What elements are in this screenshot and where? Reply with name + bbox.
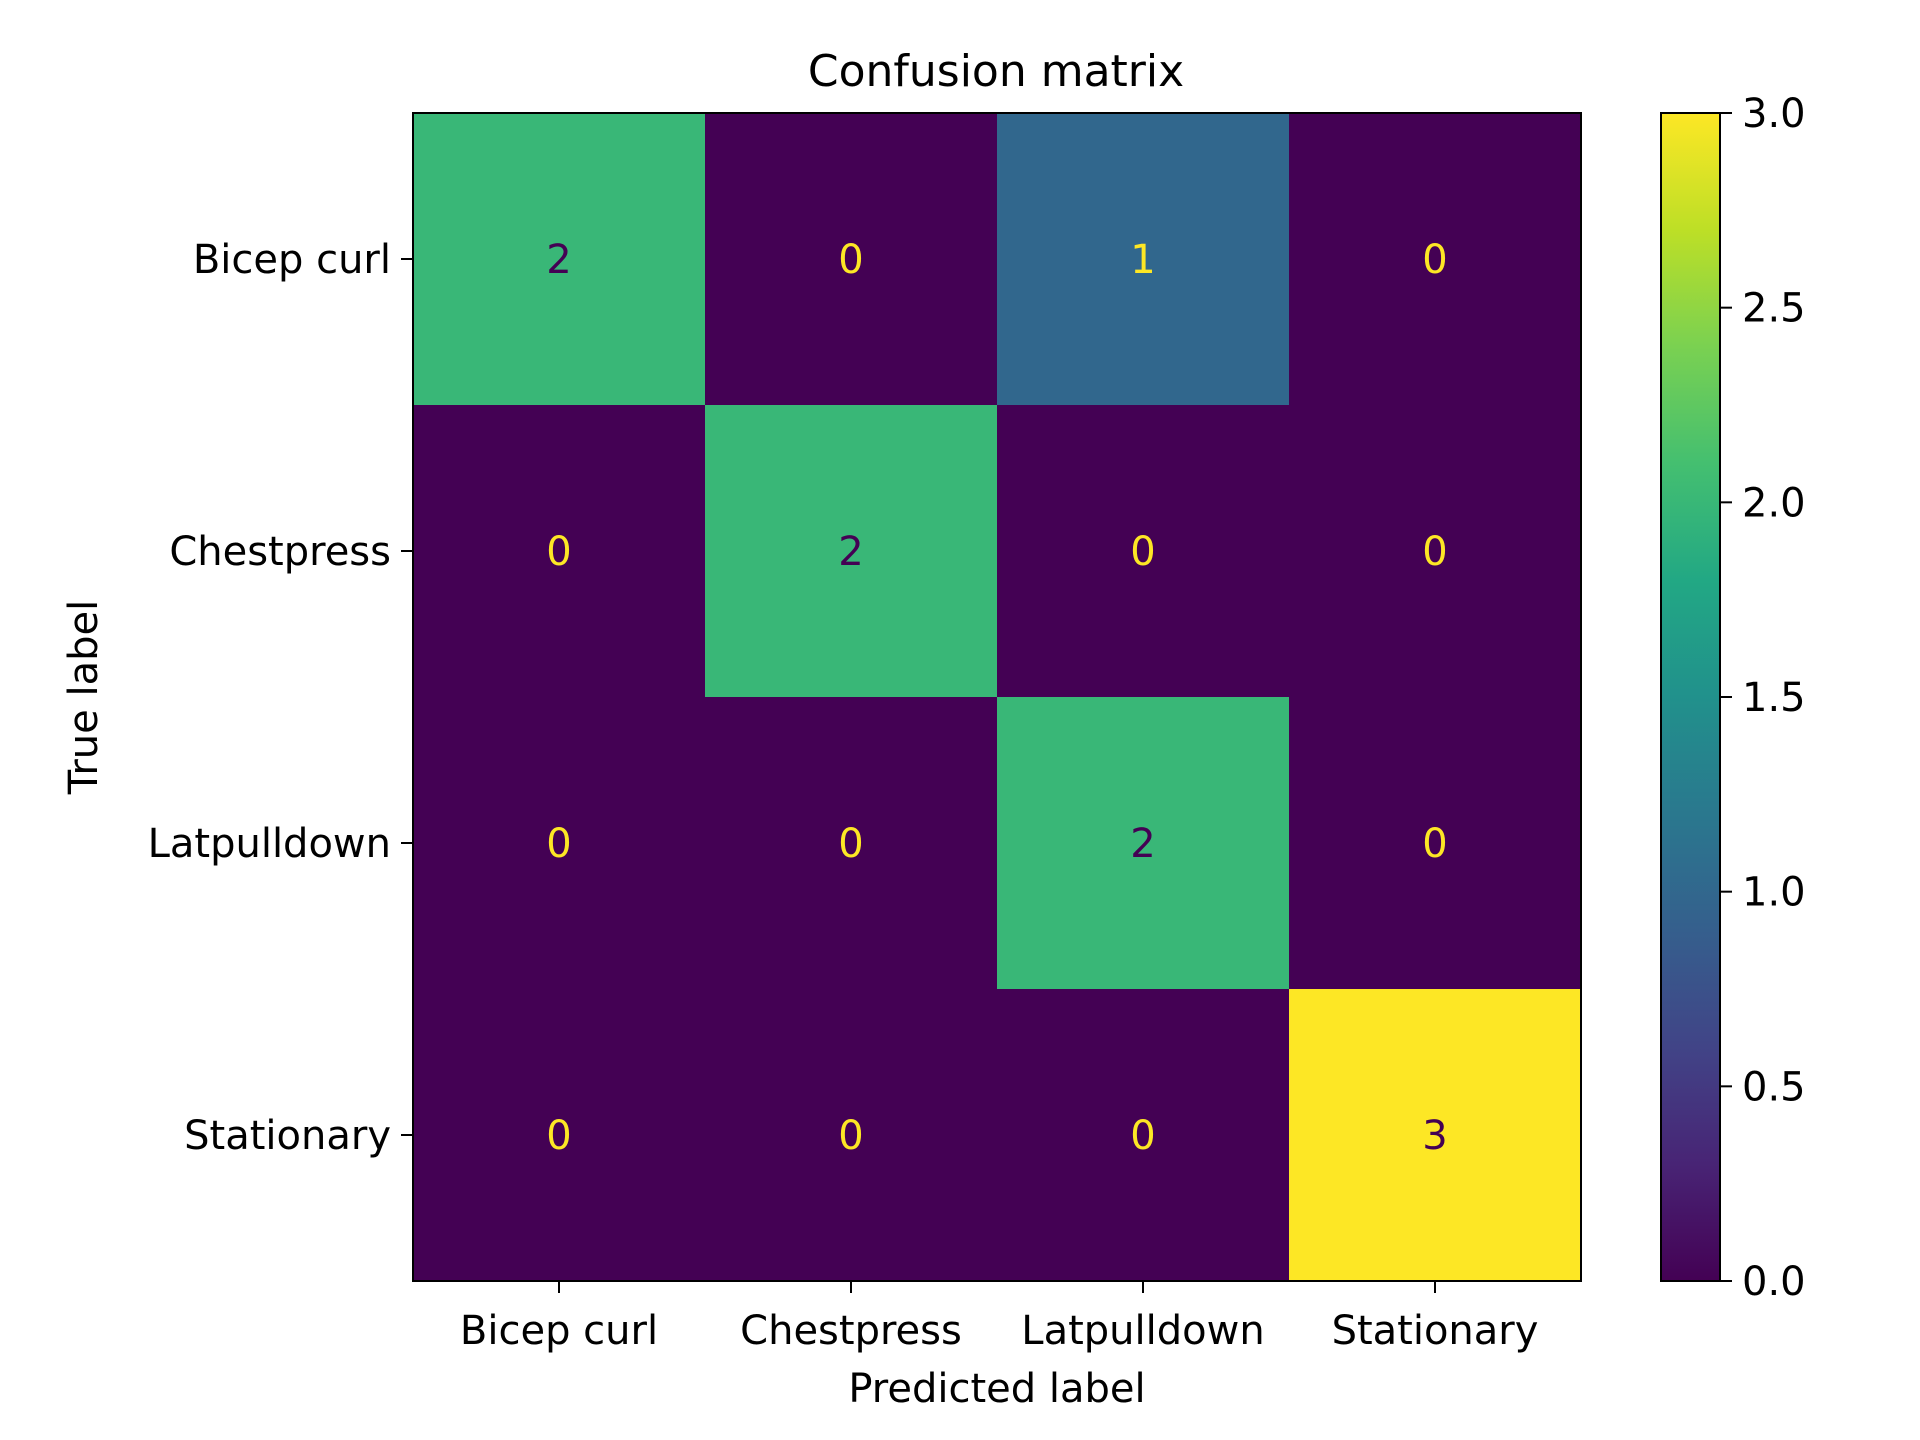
x-tick-label: Chestpress [740,1308,962,1354]
y-tick-label: Chestpress [169,529,391,575]
x-axis-label: Predicted label [848,1366,1145,1412]
colorbar-tick-label: 3.0 [1742,91,1806,137]
heatmap-cell [413,405,706,698]
x-tick-label: Stationary [1332,1308,1539,1354]
heatmap-cell [705,405,998,698]
cell-value-label: 2 [838,529,863,575]
heatmap-cell [997,113,1290,406]
cell-value-label: 0 [838,821,863,867]
heatmap-cell [705,989,998,1282]
x-tick-label: Bicep curl [460,1308,658,1354]
colorbar-tick-label: 1.0 [1742,870,1806,916]
colorbar-ticks: 0.0 0.5 1.0 1.5 2.0 2.5 3.0 [1720,91,1806,1305]
cell-value-label: 0 [546,821,571,867]
colorbar-tick-label: 0.0 [1742,1259,1806,1305]
colorbar-tick-label: 2.5 [1742,286,1806,332]
cell-value-label: 0 [1422,821,1447,867]
cell-value-label: 1 [1130,237,1155,283]
heatmap-cell [705,113,998,406]
y-tick-label: Stationary [184,1113,391,1159]
x-tick-label: Latpulldown [1021,1308,1264,1354]
y-axis-ticks: Bicep curl Chestpress Latpulldown Stationar… [148,237,413,1159]
colorbar-tick-label: 1.5 [1742,675,1806,721]
plot-frame [412,112,1582,1282]
heatmap-cell [997,989,1290,1282]
cell-value-label: 2 [1130,821,1155,867]
cell-value-label: 3 [1422,1113,1447,1159]
cell-value-label: 0 [838,237,863,283]
heatmap-cells [413,113,1582,1282]
x-axis-ticks: Bicep curl Chestpress Latpulldown Stationar… [460,1281,1539,1354]
colorbar-tick-label: 0.5 [1742,1064,1806,1110]
colorbar-tick-label: 2.0 [1742,480,1806,526]
y-axis-label: True label [61,600,107,795]
cell-value-label: 2 [546,237,571,283]
heatmap-cell [705,697,998,990]
heatmap-cell [997,697,1290,990]
heatmap-cell-labels: 2 0 1 0 0 2 0 0 0 0 2 0 0 0 0 3 [546,237,1447,1159]
cell-value-label: 0 [546,1113,571,1159]
heatmap-cell [413,989,706,1282]
heatmap-cell [1289,697,1582,990]
cell-value-label: 0 [1130,1113,1155,1159]
heatmap-cell [1289,113,1582,406]
heatmap-cell [997,405,1290,698]
chart-title: Confusion matrix [808,46,1184,97]
heatmap-cell [1289,989,1582,1282]
cell-value-label: 0 [1422,237,1447,283]
y-tick-label: Bicep curl [193,237,391,283]
cell-value-label: 0 [546,529,571,575]
y-tick-label: Latpulldown [148,821,391,867]
cell-value-label: 0 [1422,529,1447,575]
cell-value-label: 0 [838,1113,863,1159]
heatmap-cell [413,113,706,406]
cell-value-label: 0 [1130,529,1155,575]
heatmap-cell [1289,405,1582,698]
heatmap-cell [413,697,706,990]
colorbar [1660,112,1721,1282]
